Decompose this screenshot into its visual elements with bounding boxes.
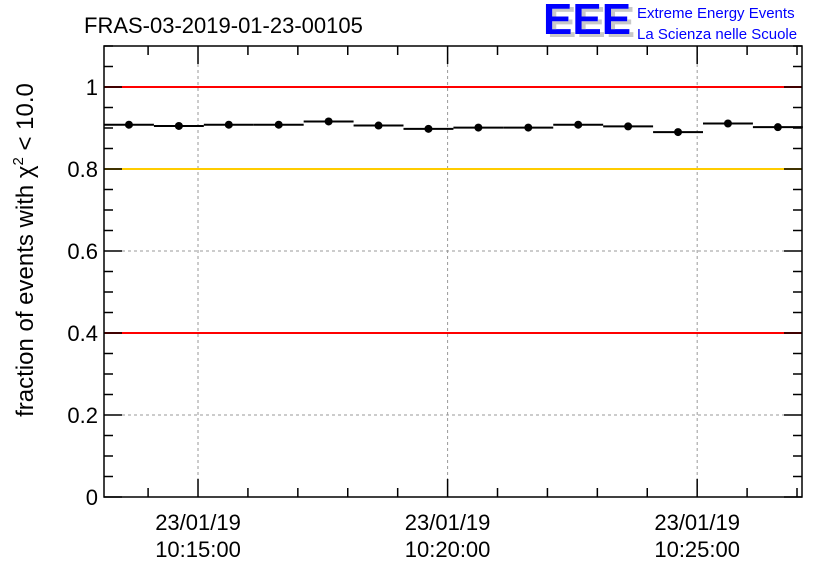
y-tick-label: 0.2 (67, 403, 98, 428)
data-point (424, 124, 433, 133)
data-point (574, 120, 583, 129)
chart-title: FRAS-03-2019-01-23-00105 (84, 13, 363, 38)
logo-letters: EEE (543, 0, 631, 44)
logo-line1: Extreme Energy Events (637, 5, 795, 22)
data-point (274, 120, 283, 129)
logo-line2: La Scienza nelle Scuole (637, 26, 797, 43)
data-point (723, 119, 732, 128)
y-axis-label: fraction of events with χ2 < 10.0 (10, 83, 39, 417)
y-tick-label: 0.6 (67, 239, 98, 264)
x-tick-time: 10:25:00 (654, 537, 740, 562)
data-point (224, 120, 233, 129)
data-point (524, 123, 533, 132)
data-point (674, 128, 683, 137)
eee-logo: EEE Extreme Energy Events La Scienza nel… (543, 0, 797, 44)
y-tick-label: 1 (86, 75, 98, 100)
data-point (474, 123, 483, 132)
x-tick-time: 10:20:00 (405, 537, 491, 562)
data-point (773, 123, 782, 132)
x-tick-date: 23/01/19 (654, 510, 740, 535)
y-tick-label: 0 (86, 485, 98, 510)
x-tick-time: 10:15:00 (155, 537, 241, 562)
data-point (374, 121, 383, 130)
data-point (124, 120, 133, 129)
data-point (624, 122, 633, 131)
data-point (174, 121, 183, 130)
data-point (324, 117, 333, 126)
y-tick-label: 0.4 (67, 321, 98, 346)
y-tick-label: 0.8 (67, 157, 98, 182)
x-tick-date: 23/01/19 (155, 510, 241, 535)
x-tick-date: 23/01/19 (405, 510, 491, 535)
